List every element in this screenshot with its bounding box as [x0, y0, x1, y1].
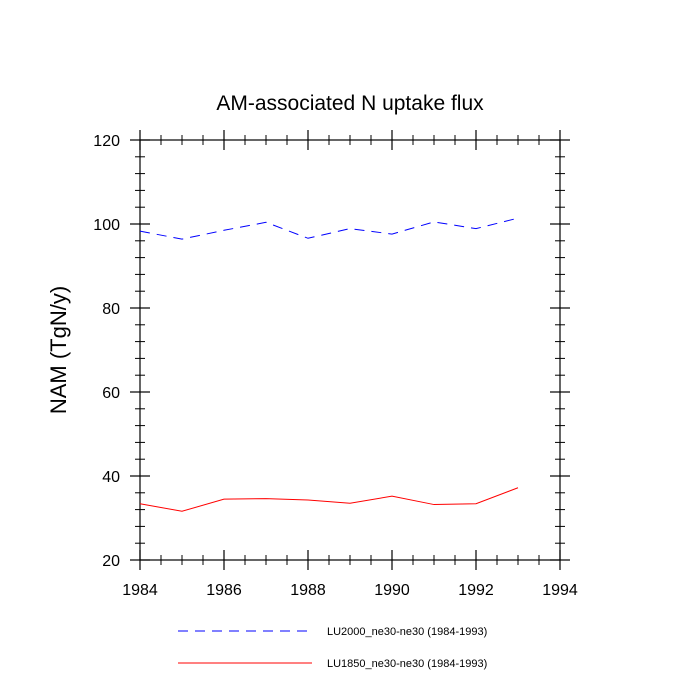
y-tick-label: 80 — [102, 301, 120, 318]
axis-ticks: 1984 1986 1988 1990 1992 1994 20 40 60 80 100 120 — [93, 130, 578, 599]
plot-frame — [139, 139, 561, 561]
x-tick-label: 1994 — [542, 582, 578, 599]
series-line — [139, 217, 519, 240]
y-tick-label: 120 — [93, 133, 120, 150]
x-tick-label: 1988 — [290, 582, 326, 599]
y-axis-label: NAM (TgN/y) — [46, 286, 71, 414]
y-tick-label: 60 — [102, 385, 120, 402]
y-tick-label: 40 — [102, 469, 120, 486]
legend-label: LU1850_ne30-ne30 (1984-1993) — [327, 658, 487, 670]
legend: LU2000_ne30-ne30 (1984-1993) LU1850_ne30-… — [178, 626, 487, 670]
y-tick-label: 100 — [93, 217, 120, 234]
x-tick-label: 1986 — [206, 582, 242, 599]
x-tick-label: 1992 — [458, 582, 494, 599]
series-line — [139, 487, 519, 512]
legend-label: LU2000_ne30-ne30 (1984-1993) — [327, 626, 487, 638]
x-tick-label: 1990 — [374, 582, 410, 599]
x-tick-label: 1984 — [122, 582, 158, 599]
chart-title: AM-associated N uptake flux — [216, 92, 484, 115]
series-layer — [139, 217, 519, 512]
y-tick-label: 20 — [102, 553, 120, 570]
